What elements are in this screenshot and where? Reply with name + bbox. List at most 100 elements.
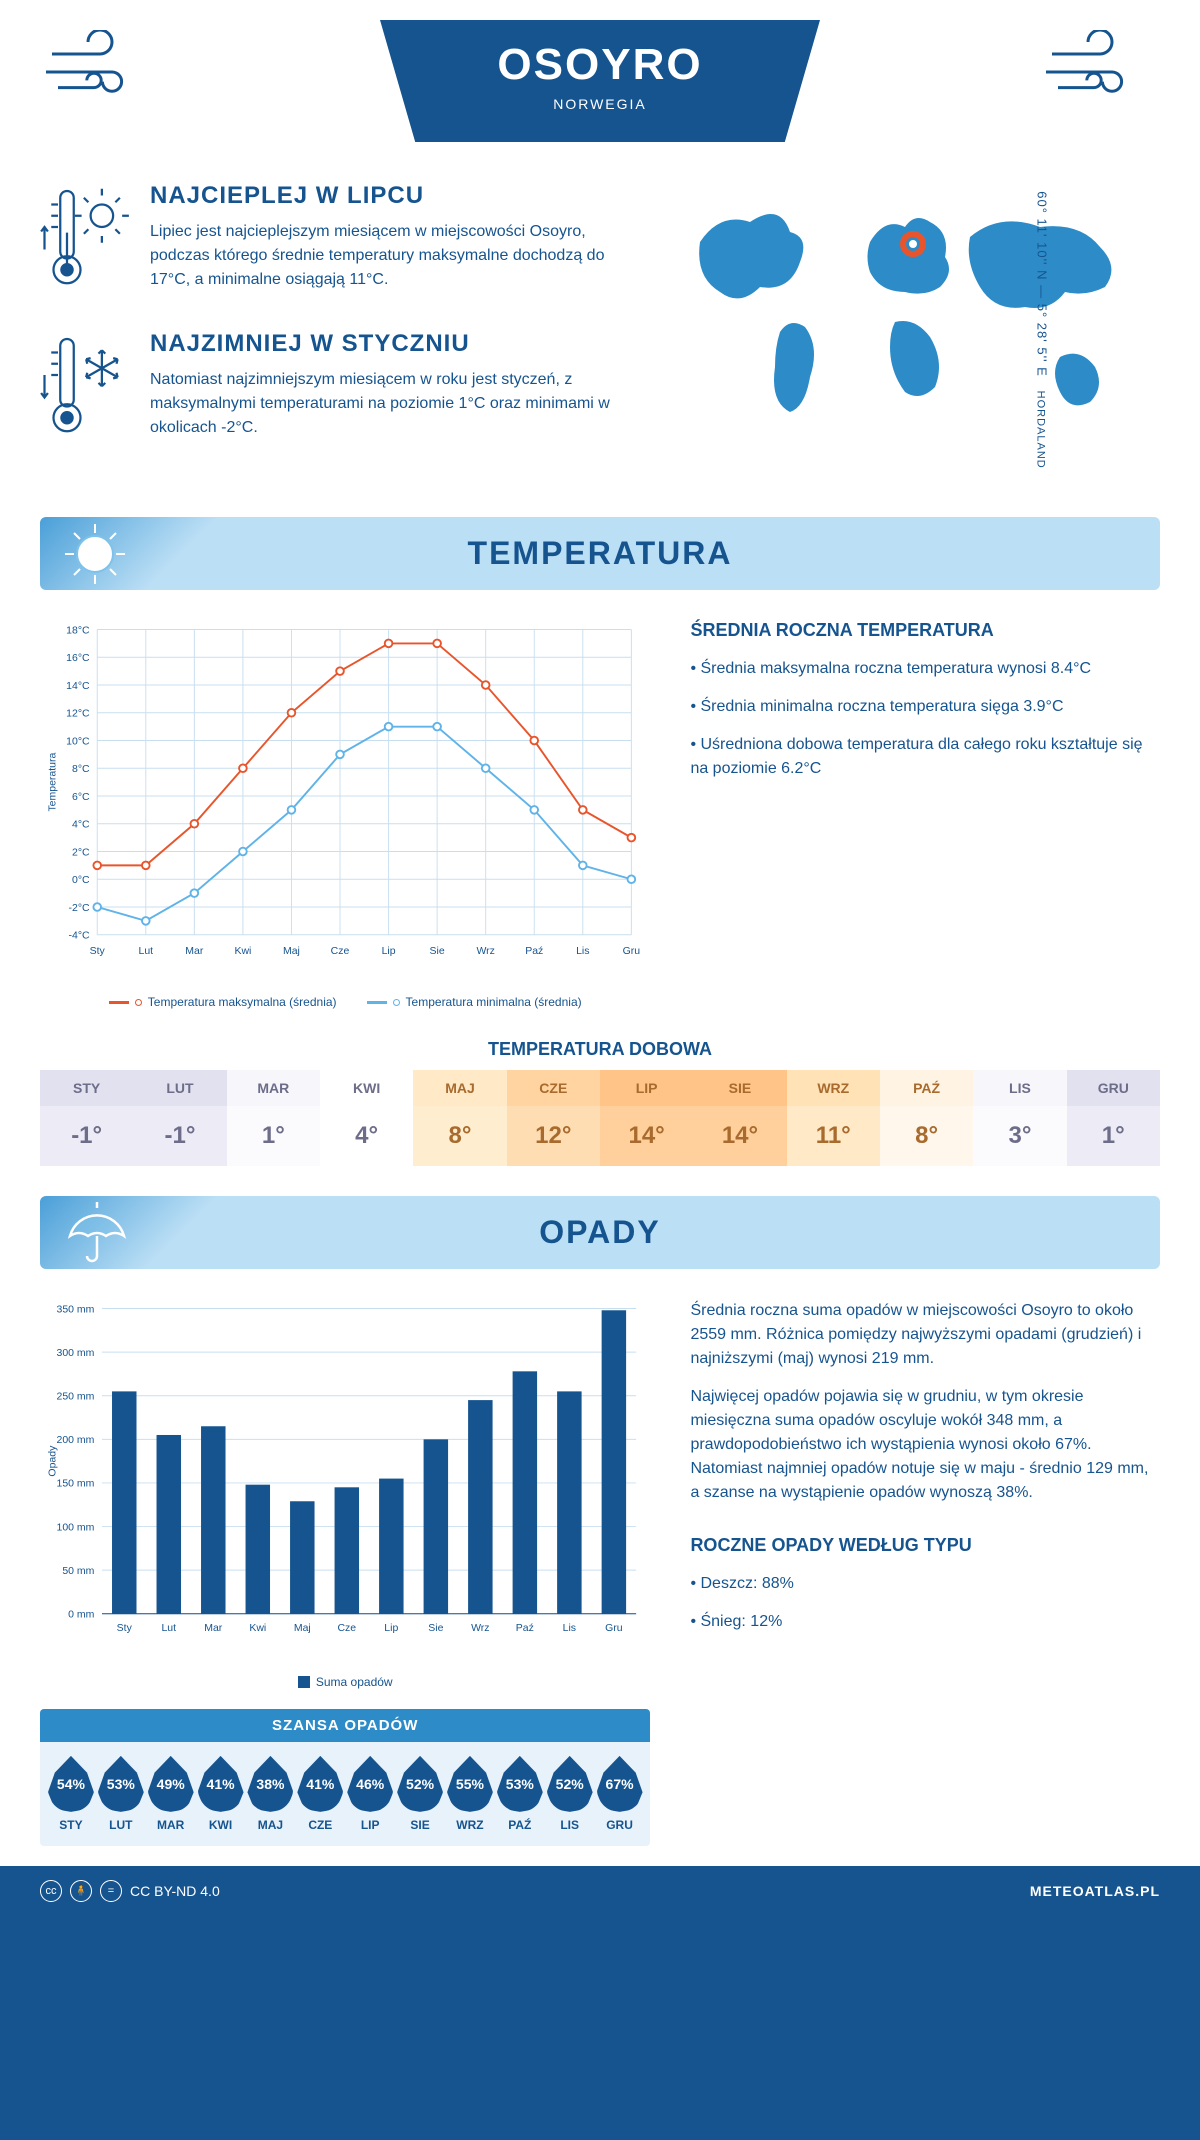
svg-text:12°C: 12°C: [66, 709, 90, 720]
svg-text:Maj: Maj: [294, 1623, 311, 1634]
svg-text:8°C: 8°C: [72, 764, 90, 775]
drop-month: KWI: [196, 1818, 246, 1832]
legend-label: Suma opadów: [316, 1675, 393, 1689]
svg-text:Paź: Paź: [525, 946, 543, 957]
by-icon: 🧍: [70, 1880, 92, 1902]
svg-text:Lip: Lip: [384, 1623, 398, 1634]
section-title: OPADY: [40, 1214, 1160, 1251]
svg-text:-2°C: -2°C: [69, 903, 91, 914]
legend-item: Temperatura minimalna (średnia): [367, 995, 582, 1009]
site-name: METEOATLAS.PL: [1030, 1883, 1160, 1899]
svg-text:Kwi: Kwi: [249, 1623, 266, 1634]
temp-cell: PAŹ 8°: [880, 1070, 973, 1166]
fact-title: NAJZIMNIEJ W STYCZNIU: [150, 330, 630, 358]
temp-value: 1°: [1067, 1106, 1160, 1166]
drop-month: WRZ: [445, 1818, 495, 1832]
svg-text:350 mm: 350 mm: [56, 1305, 94, 1316]
svg-text:Cze: Cze: [331, 946, 350, 957]
intro-row: NAJCIEPLEJ W LIPCU Lipiec jest najcieple…: [0, 172, 1200, 507]
svg-text:Lis: Lis: [563, 1623, 576, 1634]
temp-cell: LIP 14°: [600, 1070, 693, 1166]
svg-text:Sie: Sie: [430, 946, 445, 957]
legend-label: Temperatura maksymalna (średnia): [148, 995, 337, 1009]
raindrop-icon: 52%: [547, 1756, 593, 1812]
svg-text:Lut: Lut: [161, 1623, 176, 1634]
month-label: LIP: [600, 1070, 693, 1106]
svg-text:300 mm: 300 mm: [56, 1348, 94, 1359]
fact-warmest: NAJCIEPLEJ W LIPCU Lipiec jest najcieple…: [40, 182, 630, 300]
drop-item: 46% LIP: [345, 1756, 395, 1832]
svg-text:Sie: Sie: [428, 1623, 443, 1634]
svg-text:Gru: Gru: [623, 946, 641, 957]
temp-cell: LUT -1°: [133, 1070, 226, 1166]
rain-type-bullet: • Deszcz: 88%: [690, 1572, 1160, 1596]
svg-text:Opady: Opady: [47, 1445, 58, 1477]
section-title: TEMPERATURA: [40, 535, 1160, 572]
temp-bullet: • Średnia maksymalna roczna temperatura …: [690, 657, 1160, 681]
raindrop-icon: 41%: [198, 1756, 244, 1812]
map-area: 60° 11' 10'' N — 5° 28' 5'' E HORDALAND: [660, 182, 1160, 477]
rain-paragraph: Średnia roczna suma opadów w miejscowośc…: [690, 1299, 1160, 1371]
svg-text:0°C: 0°C: [72, 875, 90, 886]
svg-text:Maj: Maj: [283, 946, 300, 957]
svg-text:2°C: 2°C: [72, 847, 90, 858]
header: OSOYRO NORWEGIA: [0, 0, 1200, 172]
svg-text:6°C: 6°C: [72, 792, 90, 803]
footer: cc 🧍 = CC BY-ND 4.0 METEOATLAS.PL: [0, 1866, 1200, 1916]
temp-value: 14°: [693, 1106, 786, 1166]
raindrop-icon: 54%: [48, 1756, 94, 1812]
rain-text: Średnia roczna suma opadów w miejscowośc…: [690, 1299, 1160, 1845]
fact-body: NAJZIMNIEJ W STYCZNIU Natomiast najzimni…: [150, 330, 630, 448]
rain-paragraph: Najwięcej opadów pojawia się w grudniu, …: [690, 1385, 1160, 1505]
svg-text:Wrz: Wrz: [476, 946, 494, 957]
drop-item: 53% PAŹ: [495, 1756, 545, 1832]
fact-title: NAJCIEPLEJ W LIPCU: [150, 182, 630, 210]
temp-cell: MAJ 8°: [413, 1070, 506, 1166]
svg-text:Gru: Gru: [605, 1623, 623, 1634]
drop-item: 52% SIE: [395, 1756, 445, 1832]
raindrop-icon: 53%: [98, 1756, 144, 1812]
svg-text:Paź: Paź: [516, 1623, 534, 1634]
rain-type-title: ROCZNE OPADY WEDŁUG TYPU: [690, 1535, 1160, 1556]
umbrella-icon: [60, 1198, 130, 1268]
svg-text:Lip: Lip: [382, 946, 396, 957]
svg-text:Cze: Cze: [337, 1623, 356, 1634]
thermometer-snow-icon: [40, 330, 130, 448]
drop-item: 52% LIS: [545, 1756, 595, 1832]
coordinates: 60° 11' 10'' N — 5° 28' 5'' E HORDALAND: [1034, 191, 1049, 469]
month-label: WRZ: [787, 1070, 880, 1106]
raindrop-icon: 46%: [347, 1756, 393, 1812]
legend-label: Temperatura minimalna (średnia): [406, 995, 582, 1009]
temp-value: 3°: [973, 1106, 1066, 1166]
drop-month: LUT: [96, 1818, 146, 1832]
month-label: LIS: [973, 1070, 1066, 1106]
rain-chart-area: 0 mm50 mm100 mm150 mm200 mm250 mm300 mm3…: [40, 1299, 650, 1845]
license: cc 🧍 = CC BY-ND 4.0: [40, 1880, 220, 1902]
rain-drops-row: 54% STY 53% LUT 49% MAR 41% KWI 38% MAJ …: [40, 1742, 650, 1846]
drop-month: STY: [46, 1818, 96, 1832]
temp-cell: WRZ 11°: [787, 1070, 880, 1166]
temp-value: 11°: [787, 1106, 880, 1166]
temp-cell: GRU 1°: [1067, 1070, 1160, 1166]
line-chart: -4°C-2°C0°C2°C4°C6°C8°C10°C12°C14°C16°C1…: [40, 620, 650, 982]
svg-text:Lis: Lis: [576, 946, 589, 957]
month-label: KWI: [320, 1070, 413, 1106]
svg-text:200 mm: 200 mm: [56, 1436, 94, 1447]
temp-cell: KWI 4°: [320, 1070, 413, 1166]
fact-text: Natomiast najzimniejszym miesiącem w rok…: [150, 368, 630, 440]
temp-value: 12°: [507, 1106, 600, 1166]
svg-text:14°C: 14°C: [66, 681, 90, 692]
legend-item: Temperatura maksymalna (średnia): [109, 995, 337, 1009]
temp-bullet: • Uśredniona dobowa temperatura dla całe…: [690, 733, 1160, 781]
chart-legend: Temperatura maksymalna (średnia) Temperat…: [40, 995, 650, 1009]
drop-item: 41% CZE: [295, 1756, 345, 1832]
temp-value: 1°: [227, 1106, 320, 1166]
month-label: MAR: [227, 1070, 320, 1106]
fact-body: NAJCIEPLEJ W LIPCU Lipiec jest najcieple…: [150, 182, 630, 300]
temperature-content: -4°C-2°C0°C2°C4°C6°C8°C10°C12°C14°C16°C1…: [0, 600, 1200, 1029]
svg-text:250 mm: 250 mm: [56, 1392, 94, 1403]
rain-chance: SZANSA OPADÓW 54% STY 53% LUT 49% MAR 41…: [40, 1709, 650, 1846]
fact-coldest: NAJZIMNIEJ W STYCZNIU Natomiast najzimni…: [40, 330, 630, 448]
drop-month: SIE: [395, 1818, 445, 1832]
month-label: PAŹ: [880, 1070, 973, 1106]
